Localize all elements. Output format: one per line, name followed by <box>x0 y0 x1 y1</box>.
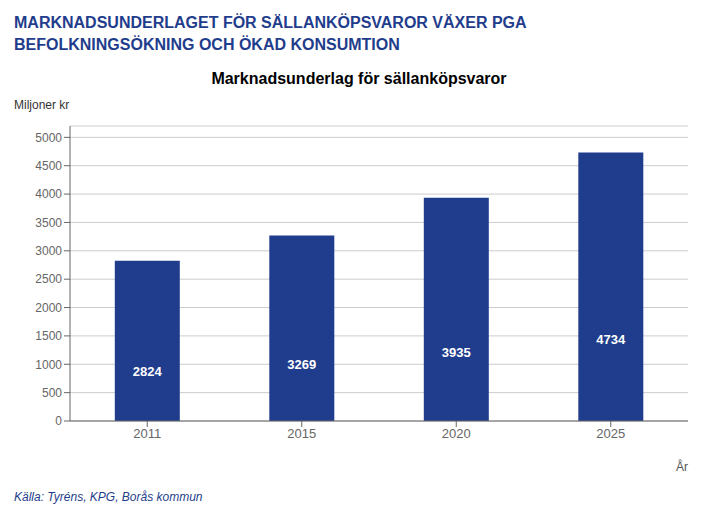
svg-text:4500: 4500 <box>35 159 62 173</box>
svg-text:500: 500 <box>42 386 62 400</box>
svg-text:2015: 2015 <box>287 426 316 441</box>
html-text:MARKNADSUNDERLAGET FÖR SÄLLANK: MARKNADSUNDERLAGET FÖR SÄLLANKÖPSVAROR V… <box>14 14 527 53</box>
html-text:Miljoner kr: Miljoner kr <box>14 98 70 112</box>
svg-text:2000: 2000 <box>35 301 62 315</box>
html-text:Marknadsunderlag för sällanköp: Marknadsunderlag för sällanköpsvaror <box>211 70 507 87</box>
svg-text:3269: 3269 <box>287 357 316 372</box>
svg-text:1000: 1000 <box>35 358 62 372</box>
svg-text:2011: 2011 <box>133 426 161 441</box>
svg-text:0: 0 <box>55 414 62 428</box>
svg-text:4000: 4000 <box>35 187 62 201</box>
svg-text:3500: 3500 <box>35 216 62 230</box>
svg-text:3000: 3000 <box>35 244 62 258</box>
svg-text:2025: 2025 <box>596 426 625 441</box>
svg-text:2500: 2500 <box>35 272 62 286</box>
svg-text:1500: 1500 <box>35 329 62 343</box>
svg-text:3935: 3935 <box>442 345 471 360</box>
svg-text:4734: 4734 <box>596 332 626 347</box>
html-text:År: År <box>676 460 688 474</box>
svg-text:5000: 5000 <box>35 131 62 145</box>
svg-text:2824: 2824 <box>133 364 163 379</box>
svg-text:2020: 2020 <box>442 426 471 441</box>
html-text:Källa: Tyréns, KPG, Borås komm: Källa: Tyréns, KPG, Borås kommun <box>14 490 203 504</box>
